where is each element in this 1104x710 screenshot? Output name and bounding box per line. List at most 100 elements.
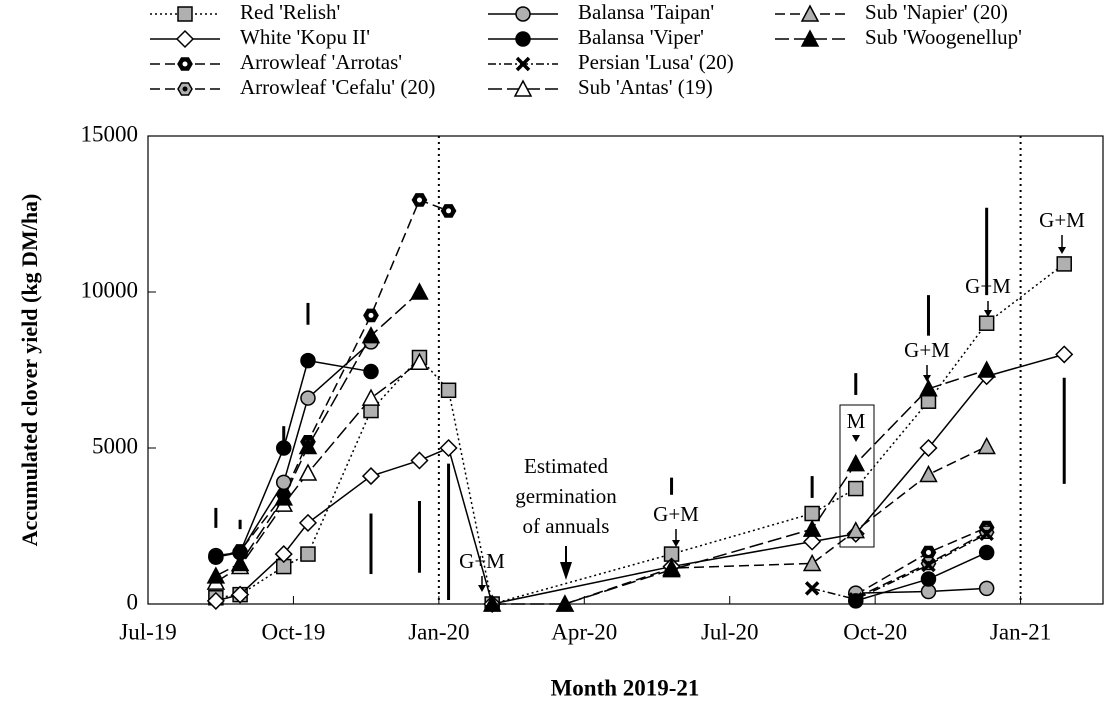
marker-shape [440,382,457,399]
legend-entry: Arrowleaf 'Cefalu' (20) [150,75,435,99]
highlight-box [839,404,875,548]
marker [439,438,458,458]
annotation-arrowhead [478,585,486,592]
marker [515,31,531,47]
marker-shape [206,591,225,610]
marker-shape [920,571,937,587]
annotation: G+M [904,338,950,362]
legend-label: Red 'Relish' [240,0,340,24]
marker-shape [848,480,864,497]
marker [440,204,457,218]
marker-shape [555,594,575,612]
marker [206,591,225,610]
x-tick-label: Oct-19 [261,619,325,644]
marker-shape [977,436,996,455]
marker-shape [800,4,820,22]
y-tick-label: 5000 [92,433,138,458]
marker [1055,345,1074,364]
series-line [215,359,987,602]
marker [410,282,429,300]
marker [177,57,193,71]
marker [804,505,820,522]
marker-shape [662,560,681,578]
legend-label: Arrowleaf 'Cefalu' (20) [240,75,435,99]
marker [846,521,866,539]
marker-shape [206,566,226,584]
marker [206,566,226,584]
marker-shape [846,454,866,472]
legend-label: Balansa 'Taipan' [578,0,714,24]
legend-entry: Arrowleaf 'Arrotas' [150,50,402,74]
marker [1056,256,1072,272]
marker-shape [300,390,316,406]
marker-shape [515,31,531,47]
marker [300,546,316,562]
legend-label: Sub 'Napier' (20) [865,0,1008,24]
marker [804,581,820,596]
marker [440,382,457,399]
marker-shape [275,440,292,456]
series-line [811,533,988,601]
marker-shape [978,544,995,561]
annotation-arrowhead [852,435,860,442]
series-line [215,263,1065,605]
annotation: G+M [1039,208,1085,232]
marker [555,594,575,612]
marker [802,553,822,572]
marker-shape [804,581,820,596]
legend-label: Arrowleaf 'Arrotas' [240,50,402,74]
marker-shape [1056,256,1072,272]
x-tick-label: Jul-20 [701,619,759,644]
series-line [215,291,987,605]
marker [978,580,995,597]
series-line [564,445,987,605]
annotation-arrowhead [984,310,992,317]
marker [275,440,292,456]
marker [977,360,996,378]
marker-shape [439,438,458,458]
marker-center [446,208,452,214]
marker [515,6,531,22]
marker-shape [978,315,995,331]
legend-entry: Sub 'Napier' (20) [775,0,1008,24]
marker-shape [175,29,195,49]
marker-center [182,86,188,92]
marker-shape [482,594,502,612]
marker [361,467,381,486]
marker [298,513,318,532]
marker [231,585,250,604]
marker-shape [1055,345,1074,364]
marker [802,519,822,537]
marker-shape [410,352,429,370]
marker-shape [208,549,224,565]
legend-entry: Red 'Relish' [150,0,340,24]
marker-shape [410,282,429,300]
marker-shape [978,580,995,597]
legend-entry: Persian 'Lusa' (20) [488,50,734,74]
marker-shape [513,79,533,97]
plot-frame [147,135,1104,605]
annotation: G+M [459,549,505,573]
x-axis-label: Month 2019-21 [551,675,700,700]
x-tick-label: Jan-20 [408,619,469,644]
marker [848,480,864,497]
y-tick-label: 10000 [81,277,139,302]
marker-center [416,197,422,203]
marker-shape [274,545,293,564]
annotation: of annuals [523,514,610,538]
marker [208,549,224,565]
marker-shape [363,363,379,380]
marker-shape [919,438,938,458]
y-tick-label: 15000 [81,121,139,146]
x-tick-label: Jul-19 [119,619,177,644]
marker-shape [300,546,316,562]
marker [300,352,316,369]
y-tick-label: 0 [127,589,139,614]
marker-shape [979,526,994,542]
legend-entry: Balansa 'Taipan' [488,0,714,24]
marker-shape [298,513,318,532]
marker [978,315,995,331]
annotation-arrowhead [560,562,572,580]
marker-shape [515,6,531,22]
